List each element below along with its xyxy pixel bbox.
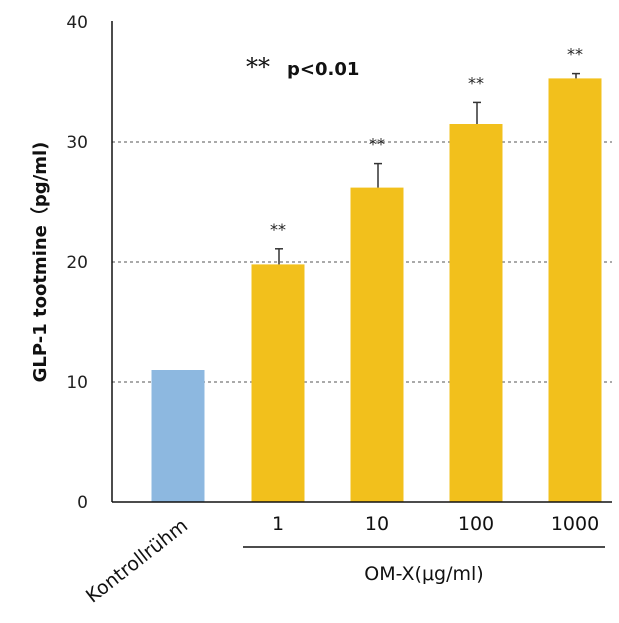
- y-tick-label: 10: [66, 373, 88, 393]
- gridlines: [112, 141, 612, 383]
- bar: [350, 187, 404, 502]
- bars: [151, 78, 602, 503]
- significance-marker: **: [468, 73, 484, 92]
- significance-markers: ** ** ** **: [270, 45, 583, 239]
- significance-marker: **: [270, 220, 286, 239]
- legend-pvalue: p<0.01: [287, 59, 359, 80]
- significance-marker: **: [369, 135, 385, 154]
- category-labels: Kontrollrühm 1 10 100 1000: [82, 513, 599, 607]
- y-tick-label: 0: [77, 493, 88, 513]
- category-label: 1000: [551, 513, 599, 535]
- y-tick-labels: 0 10 20 30 40: [66, 13, 88, 513]
- category-label: Kontrollrühm: [82, 515, 192, 608]
- bar: [548, 78, 602, 503]
- group-label: OM-X(μg/ml): [364, 563, 483, 585]
- bar: [251, 264, 305, 502]
- y-tick-label: 20: [66, 253, 88, 273]
- error-bars: [275, 72, 580, 265]
- y-tick-label: 40: [66, 13, 88, 33]
- y-tick-label: 30: [66, 133, 88, 153]
- category-label: 100: [458, 513, 494, 535]
- bar: [151, 370, 205, 502]
- category-label: 1: [272, 513, 284, 535]
- y-axis-label: GLP-1 tootmine（pg/ml): [30, 142, 51, 383]
- legend-stars: **: [246, 53, 270, 81]
- category-label: 10: [365, 513, 389, 535]
- bar: [449, 124, 503, 502]
- significance-marker: **: [567, 45, 583, 64]
